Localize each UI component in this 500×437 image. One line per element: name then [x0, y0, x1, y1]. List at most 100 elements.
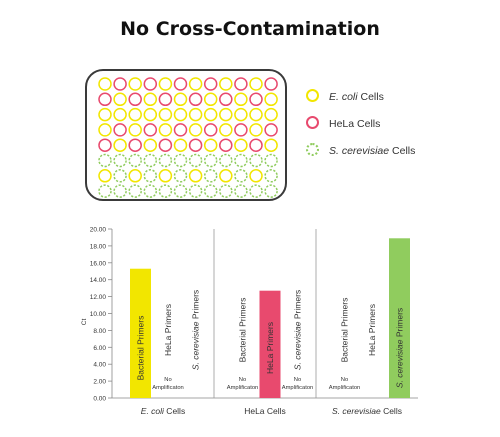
y-tick-label: 2.00: [93, 379, 106, 386]
well-ecoli: [249, 77, 263, 91]
bar-category-label: HeLa Primers: [367, 304, 377, 356]
well-ecoli: [98, 123, 112, 137]
y-tick-label: 4.00: [93, 362, 106, 369]
well-ecoli: [158, 123, 173, 137]
y-tick-label: 20.00: [90, 227, 107, 234]
well-scerevisiae: [113, 169, 127, 183]
bar-category-label: HeLa Primers: [163, 304, 173, 356]
well-ecoli: [264, 138, 278, 152]
well-scerevisiae: [188, 184, 203, 198]
well-hela: [143, 123, 158, 137]
well-scerevisiae: [143, 153, 158, 168]
well-ecoli: [264, 92, 278, 107]
well-ecoli: [158, 77, 173, 91]
well-plate-wells: [98, 77, 278, 198]
well-hela: [264, 77, 278, 91]
y-axis-title: Ct: [81, 319, 88, 326]
well-ecoli: [98, 77, 112, 91]
well-ecoli: [128, 107, 142, 122]
no-amplification-note: No: [164, 377, 171, 383]
bar-category-label: S. cerevisiae Primers: [395, 308, 405, 388]
well-scerevisiae: [203, 169, 218, 183]
well-ecoli: [188, 77, 203, 91]
well-hela: [158, 92, 173, 107]
no-amplification-note: No: [294, 377, 301, 383]
well-hela: [203, 123, 218, 137]
well-scerevisiae: [203, 153, 218, 168]
well-hela: [188, 138, 203, 152]
well-ecoli: [203, 92, 218, 107]
well-scerevisiae: [249, 184, 263, 198]
well-hela: [98, 92, 112, 107]
well-hela: [158, 138, 173, 152]
bar-category-label: S. cerevisiae Primers: [191, 290, 201, 370]
well-scerevisiae: [234, 169, 248, 183]
bar-category-label: S. cerevisiae Primers: [293, 290, 303, 370]
bar-category-label: Bacterial Primers: [136, 316, 146, 381]
well-scerevisiae: [128, 153, 142, 168]
well-scerevisiae: [158, 184, 173, 198]
well-scerevisiae: [203, 184, 218, 198]
y-tick-label: 18.00: [90, 243, 107, 250]
well-ecoli: [203, 107, 218, 122]
no-amplification-note: Amplificaton: [282, 385, 314, 391]
well-ecoli: [219, 169, 233, 183]
well-ecoli: [113, 92, 127, 107]
well-ecoli: [158, 107, 173, 122]
well-hela: [203, 77, 218, 91]
well-hela: [234, 123, 248, 137]
well-ecoli: [249, 169, 263, 183]
bar: [130, 268, 151, 398]
well-scerevisiae: [143, 184, 158, 198]
well-scerevisiae: [219, 153, 233, 168]
well-ecoli: [173, 92, 188, 107]
no-amplification-note: No: [341, 377, 348, 383]
well-ecoli: [128, 123, 142, 137]
well-hela: [113, 77, 127, 91]
well-hela: [128, 92, 142, 107]
well-scerevisiae: [128, 184, 142, 198]
well-hela: [173, 77, 188, 91]
y-tick-label: 12.00: [90, 294, 107, 301]
well-ecoli: [158, 169, 173, 183]
legend-swatch: [306, 116, 319, 129]
well-ecoli: [173, 107, 188, 122]
well-hela: [249, 92, 263, 107]
well-ecoli: [113, 107, 127, 122]
well-ecoli: [234, 138, 248, 152]
well-ecoli: [219, 77, 233, 91]
well-ecoli: [98, 169, 112, 183]
well-scerevisiae: [219, 184, 233, 198]
well-hela: [249, 138, 263, 152]
well-scerevisiae: [249, 153, 263, 168]
y-tick-label: 16.00: [90, 260, 107, 267]
well-ecoli: [249, 107, 263, 122]
well-ecoli: [264, 107, 278, 122]
well-ecoli: [143, 92, 158, 107]
y-tick-label: 14.00: [90, 277, 107, 284]
well-hela: [143, 77, 158, 91]
well-scerevisiae: [264, 184, 278, 198]
well-scerevisiae: [143, 169, 158, 183]
well-hela: [98, 138, 112, 152]
well-hela: [264, 123, 278, 137]
well-ecoli: [188, 107, 203, 122]
well-hela: [173, 123, 188, 137]
well-hela: [219, 92, 233, 107]
well-scerevisiae: [173, 169, 188, 183]
well-hela: [128, 138, 142, 152]
no-amplification-note: Amplificaton: [152, 385, 184, 391]
legend-label: HeLa Cells: [329, 118, 381, 130]
y-tick-label: 0.00: [93, 396, 106, 403]
well-scerevisiae: [188, 153, 203, 168]
legend-label: E. coli Cells: [329, 91, 384, 103]
legend-label: S. cerevisiae Cells: [329, 145, 416, 157]
well-ecoli: [234, 92, 248, 107]
well-scerevisiae: [98, 184, 112, 198]
well-scerevisiae: [173, 153, 188, 168]
well-scerevisiae: [113, 153, 127, 168]
well-ecoli: [203, 138, 218, 152]
well-scerevisiae: [113, 184, 127, 198]
well-hela: [219, 138, 233, 152]
